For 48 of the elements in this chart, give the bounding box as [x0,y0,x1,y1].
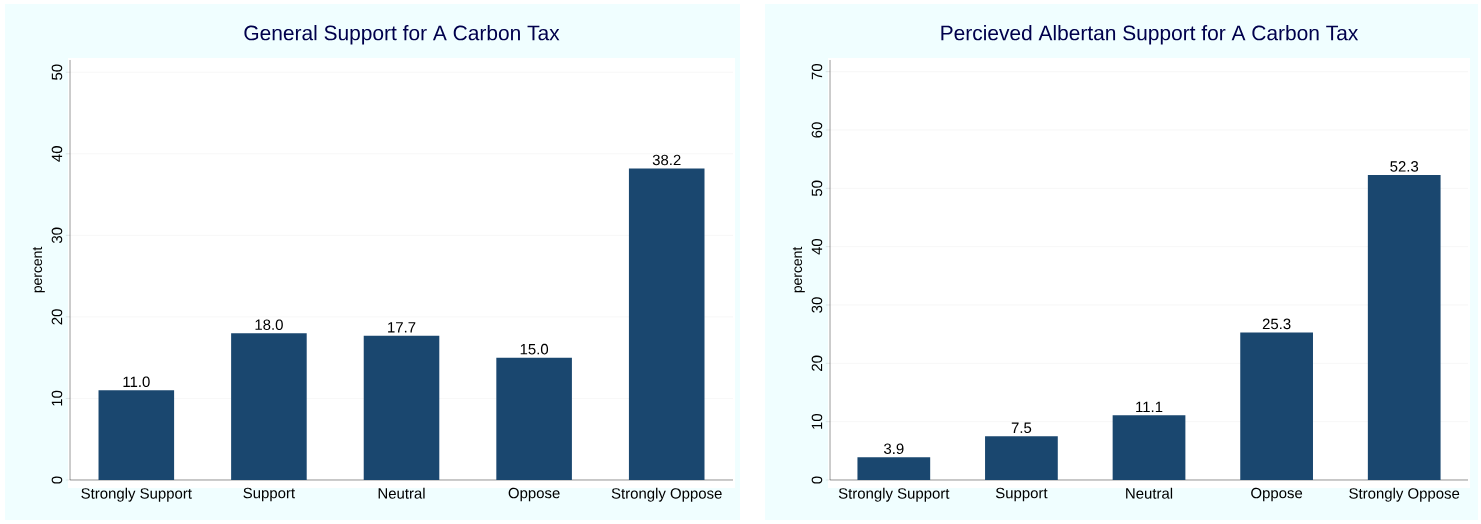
data-label: 11.0 [123,376,150,388]
y-tick-label: 60 [811,122,823,138]
data-label: 7.5 [1011,422,1032,434]
bar [231,333,307,480]
bar [363,335,440,480]
bar [857,457,931,480]
x-tick-label: Neutral [1126,487,1173,499]
bar [496,357,572,480]
data-label: 25.3 [1262,318,1291,330]
y-tick-label: 10 [51,390,63,406]
bar [628,168,705,480]
x-tick-label: Strongly Oppose [1349,487,1460,502]
y-tick-label: 0 [811,476,823,484]
data-label: 18.0 [255,319,283,330]
x-tick-label: Neutral [378,487,425,499]
y-tick-label: 70 [811,63,823,80]
bar [1112,415,1186,480]
bar [1240,332,1313,480]
y-tick-label: 50 [51,64,63,80]
y-tick-label: 20 [811,355,823,371]
data-label: 38.2 [652,154,681,166]
y-axis-title: percent [32,246,45,293]
bar [98,390,175,480]
data-label: 3.9 [883,443,904,455]
data-label: 15.0 [520,343,549,355]
y-tick-label: 30 [51,227,63,244]
y-axis-title: percent [792,246,805,293]
x-tick-label: Strongly Support [81,487,192,502]
y-tick-label: 40 [811,238,823,255]
data-label: 11.1 [1136,401,1163,413]
x-tick-label: Oppose [1251,487,1303,502]
x-tick-label: Strongly Oppose [611,487,722,502]
y-tick-label: 30 [811,297,823,313]
x-tick-label: Support [243,487,295,502]
chart-title: Percieved Albertan Support for A Carbon Tax [941,25,1359,45]
chart-title: General Support for A Carbon Tax [244,24,560,45]
y-tick-label: 40 [51,146,63,162]
y-tick-label: 10 [811,413,823,429]
y-tick-label: 0 [51,476,63,484]
y-tick-label: 50 [811,180,823,197]
x-tick-label: Oppose [508,487,560,502]
x-tick-label: Strongly Support [838,487,950,502]
bar [1367,174,1441,480]
bar [985,436,1058,480]
data-label: 52.3 [1390,161,1419,172]
data-label: 17.7 [388,322,416,333]
y-tick-label: 20 [51,309,63,325]
x-tick-label: Support [995,487,1048,502]
